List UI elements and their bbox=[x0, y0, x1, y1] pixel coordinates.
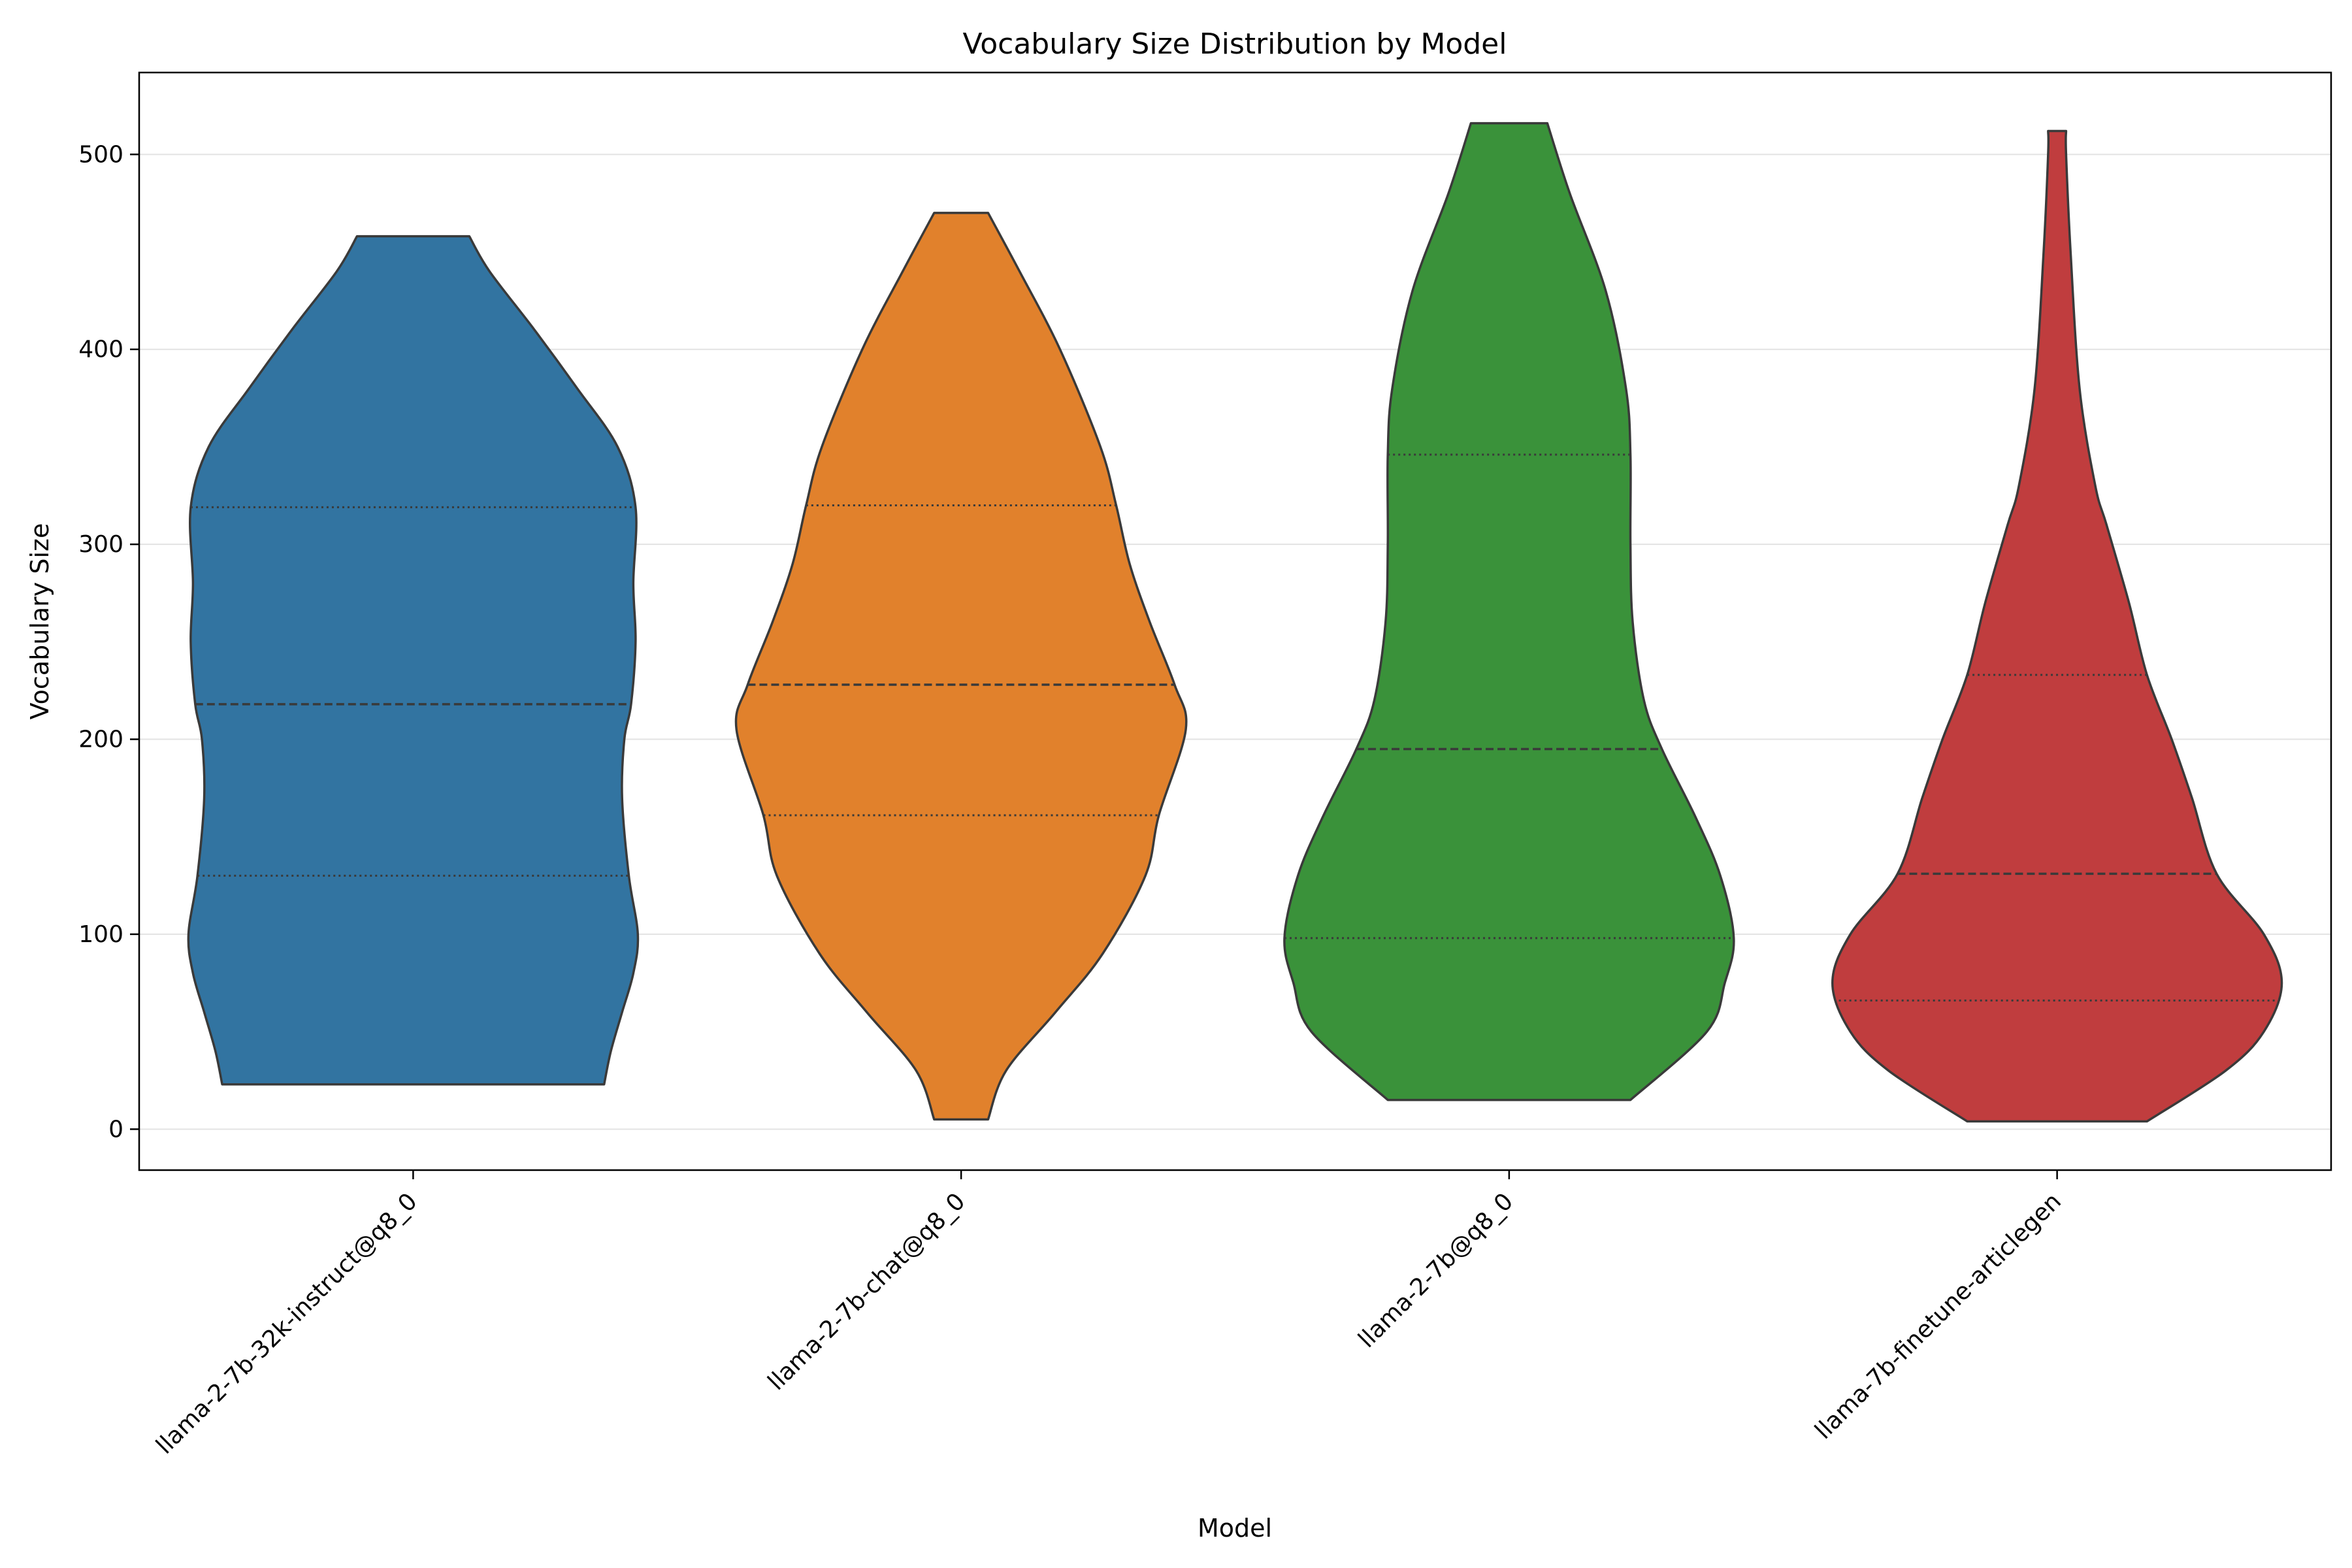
x-tick-label: llama-2-7b-chat@q8_0 bbox=[763, 1188, 971, 1396]
x-tick-label: llama-7b-finetune-articlegen bbox=[1810, 1188, 2066, 1445]
y-tick-label: 200 bbox=[78, 727, 123, 753]
violin-2 bbox=[734, 212, 1188, 1121]
x-axis-ticks: llama-2-7b-32k-instruct@q8_0 llama-2-7b-c… bbox=[151, 1170, 2066, 1460]
violin-body bbox=[734, 212, 1188, 1121]
y-axis-ticks: 0 100 200 300 400 500 bbox=[78, 141, 139, 1143]
x-axis-label: Model bbox=[1198, 1514, 1272, 1543]
y-tick-label: 500 bbox=[78, 141, 123, 168]
y-tick-label: 400 bbox=[78, 336, 123, 363]
violin-body bbox=[1283, 122, 1735, 1102]
violin-3 bbox=[1283, 122, 1735, 1102]
violin-group bbox=[187, 122, 2283, 1123]
y-axis-label: Vocabulary Size bbox=[25, 523, 54, 720]
plot-area-frame bbox=[138, 71, 2332, 1171]
y-tick-label: 100 bbox=[78, 921, 123, 948]
violin-body bbox=[187, 235, 640, 1086]
y-tick-label: 300 bbox=[78, 531, 123, 558]
y-tick-label: 0 bbox=[108, 1116, 123, 1143]
x-tick-label: llama-2-7b-32k-instruct@q8_0 bbox=[151, 1188, 422, 1459]
violin-1 bbox=[187, 235, 640, 1086]
x-tick-label: llama-2-7b@q8_0 bbox=[1353, 1188, 1518, 1353]
violin-4 bbox=[1831, 129, 2283, 1123]
chart-title: Vocabulary Size Distribution by Model bbox=[963, 27, 1507, 61]
violin-body bbox=[1831, 129, 2283, 1123]
